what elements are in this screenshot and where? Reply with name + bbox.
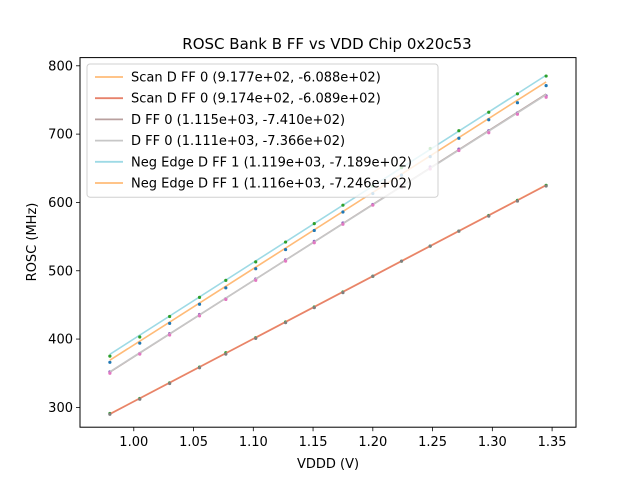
series-1-point-4 [224,352,228,356]
series-5-point-14 [515,101,520,105]
series-1-point-13 [487,214,491,218]
series-3-point-4 [224,297,228,302]
series-5-point-3 [197,302,202,306]
series-4-point-15 [544,74,548,78]
series-1-point-14 [515,199,520,203]
x-tick-label: 1.35 [538,435,567,450]
legend-entry-3: D FF 0 (1.111e+03, -7.366e+02) [131,134,345,149]
series-3-point-0 [108,371,112,375]
x-tick-label: 1.10 [239,435,268,450]
y-tick-label: 400 [48,333,73,348]
series-5-point-2 [168,321,172,325]
series-1-point-15 [544,184,548,188]
series-5-point-1 [138,341,142,345]
series-4-point-4 [224,278,228,282]
series-4-point-3 [197,295,202,299]
series-3-point-3 [197,314,202,318]
series-5-point-6 [283,247,288,252]
legend: Scan D FF 0 (9.177e+02, -6.088e+02) Scan … [86,63,439,198]
legend-entry-5: Neg Edge D FF 1 (1.116e+03, -7.246e+02) [131,177,412,192]
x-tick-label: 1.25 [418,435,447,450]
series-3-point-15 [544,95,548,99]
x-axis-label: VDDD (V) [297,457,359,472]
series-3-point-12 [457,148,461,153]
series-4-point-8 [341,203,345,207]
series-3-fit-line [109,94,547,373]
series-1-point-10 [399,259,404,263]
series-4-point-0 [108,354,112,358]
y-tick-label: 600 [48,196,73,211]
series-3-point-7 [312,241,316,245]
series-1-point-8 [341,291,345,295]
series-3-point-6 [283,259,288,263]
series-4-point-7 [312,222,316,226]
y-axis-label: ROSC (MHz) [25,203,40,282]
x-tick-label: 1.00 [119,435,148,450]
series-3-point-14 [515,112,520,116]
series-5-fit-line [109,81,547,361]
series-1-point-5 [254,336,258,340]
series-1-point-2 [168,381,172,386]
chart-title: ROSC Bank B FF vs VDD Chip 0x20c53 [182,35,471,53]
series-5-point-12 [457,136,461,140]
series-1-point-9 [371,274,375,278]
series-3-point-2 [168,333,172,337]
series-5-point-15 [544,84,548,88]
series-4-point-1 [138,335,142,339]
series-3-point-13 [487,131,491,135]
plot-frame [79,57,577,428]
series-1-point-12 [457,229,461,233]
series-1-point-3 [197,366,202,370]
y-tick-label: 300 [48,401,73,416]
series-1-point-0 [108,412,112,416]
series-5-point-7 [312,228,316,233]
series-4-point-2 [168,314,172,319]
legend-entry-2: D FF 0 (1.115e+03, -7.410e+02) [131,113,345,128]
y-tick-label: 500 [48,264,73,279]
x-tick-label: 1.30 [478,435,507,450]
legend-entry-4: Neg Edge D FF 1 (1.119e+03, -7.189e+02) [131,155,412,170]
series-4-point-12 [457,129,461,133]
series-4-point-5 [254,260,258,264]
y-tick-label: 800 [48,59,73,74]
legend-frame [86,63,439,198]
x-tick-label: 1.05 [179,435,208,450]
series-5-point-5 [254,267,258,271]
legend-entry-1: Scan D FF 0 (9.174e+02, -6.089e+02) [131,92,381,107]
y-tick-label: 700 [48,128,73,143]
series-5-point-13 [487,118,491,122]
series-1-point-11 [428,244,432,248]
series-5-point-0 [108,360,112,364]
series-5-point-4 [224,286,228,290]
series-1-point-7 [312,306,316,310]
series-1-point-1 [138,397,142,401]
series-1-point-6 [283,321,288,325]
series-4-point-14 [515,92,520,96]
series-3-point-1 [138,352,142,356]
series-5-point-8 [341,210,345,214]
series-4-fit-line [109,74,547,355]
series-4-point-13 [487,110,491,114]
x-tick-label: 1.20 [358,435,387,450]
legend-entry-0: Scan D FF 0 (9.177e+02, -6.088e+02) [131,71,381,86]
x-tick-label: 1.15 [299,435,328,450]
series-1-fit-line [109,184,547,415]
series-3-point-8 [341,222,345,226]
series-3-point-9 [371,203,375,207]
series-4-point-6 [283,240,288,244]
series-3-point-5 [254,278,258,282]
